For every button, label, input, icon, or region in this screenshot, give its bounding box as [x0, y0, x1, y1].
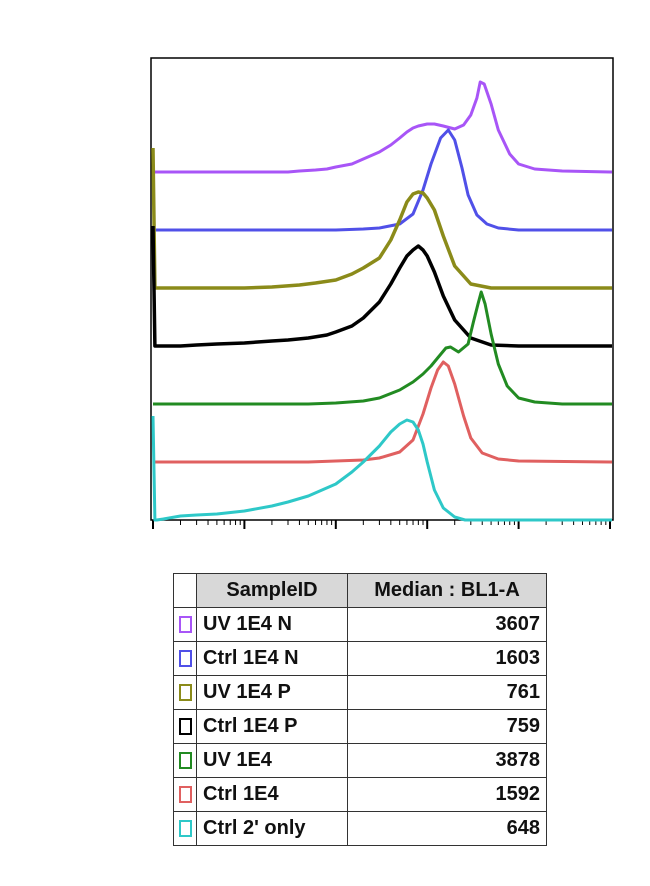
legend-row: Ctrl 1E4 N 1603	[173, 641, 547, 676]
series-line	[151, 147, 612, 290]
legend-median-value: 648	[347, 811, 547, 846]
legend-sample-name: Ctrl 1E4	[196, 777, 348, 812]
series-line	[153, 290, 612, 406]
legend-swatch	[178, 718, 192, 736]
histogram-overlay-chart	[150, 57, 614, 529]
legend-row: Ctrl 1E4 1592	[173, 777, 547, 812]
legend-swatch	[178, 650, 192, 668]
series-line	[153, 128, 612, 232]
legend-sample-name: UV 1E4 P	[196, 675, 348, 710]
legend-swatch	[178, 684, 192, 702]
legend-row: UV 1E4 3878	[173, 743, 547, 778]
series-line	[151, 225, 612, 348]
legend-median-value: 759	[347, 709, 547, 744]
legend-swatch	[178, 752, 192, 770]
legend-row: Ctrl 2' only 648	[173, 811, 547, 846]
series-line	[153, 80, 612, 174]
plot-frame	[150, 57, 614, 521]
legend-sample-name: Ctrl 1E4 P	[196, 709, 348, 744]
legend-median-value: 761	[347, 675, 547, 710]
legend-swatch	[178, 616, 192, 634]
legend-median-value: 1592	[347, 777, 547, 812]
legend-table: SampleID Median : BL1-A UV 1E4 N 3607 Ct…	[173, 573, 547, 846]
legend-corner-cell	[173, 573, 197, 608]
series-layer	[151, 80, 612, 522]
legend-sample-name: UV 1E4 N	[196, 607, 348, 642]
legend-sample-name: UV 1E4	[196, 743, 348, 778]
legend-row: Ctrl 1E4 P 759	[173, 709, 547, 744]
x-axis-ticks	[152, 520, 611, 529]
legend-median-value: 3607	[347, 607, 547, 642]
legend-sample-name: Ctrl 2' only	[196, 811, 348, 846]
series-line	[153, 360, 612, 464]
series-line	[151, 415, 612, 522]
legend-median-value: 1603	[347, 641, 547, 676]
legend-sample-name: Ctrl 1E4 N	[196, 641, 348, 676]
legend-median-value: 3878	[347, 743, 547, 778]
legend-swatch	[178, 786, 192, 804]
legend-header-sampleid: SampleID	[196, 573, 348, 608]
legend-row: UV 1E4 P 761	[173, 675, 547, 710]
legend-swatch	[178, 820, 192, 838]
legend-header-median: Median : BL1-A	[347, 573, 547, 608]
legend-row: UV 1E4 N 3607	[173, 607, 547, 642]
